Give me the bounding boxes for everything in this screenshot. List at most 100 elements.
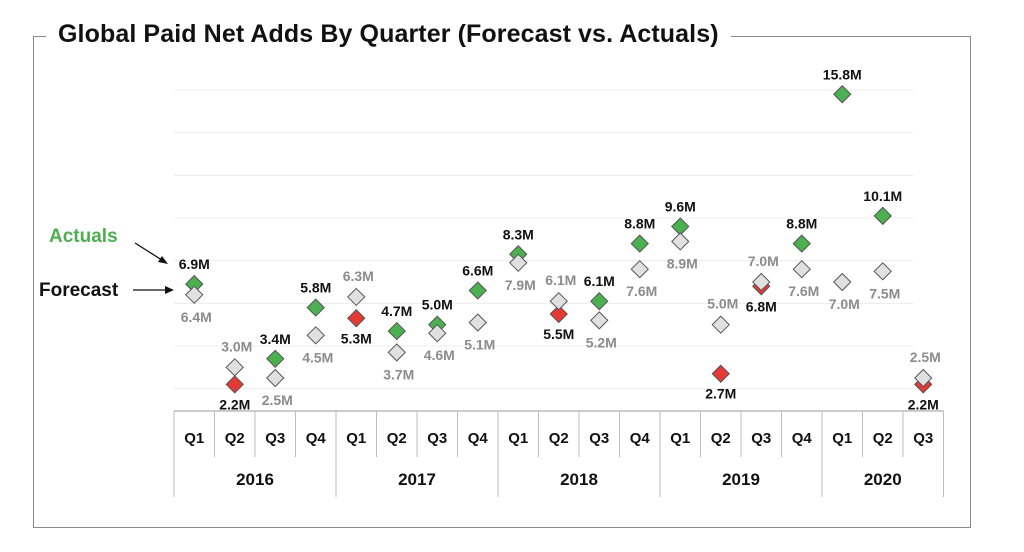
- forecast-value-label: 7.5M: [869, 285, 900, 301]
- forecast-point: [266, 368, 285, 388]
- forecast-point: [833, 272, 852, 292]
- actual-point: [387, 321, 406, 341]
- forecast-point: [590, 311, 609, 330]
- forecast-point: [752, 272, 771, 292]
- forecast-point: [873, 262, 892, 281]
- forecast-value-label: 2.5M: [910, 349, 941, 365]
- gridlines: [174, 89, 914, 390]
- actual-point: [468, 281, 487, 300]
- actual-point: [347, 309, 366, 328]
- actual-value-label: 6.1M: [584, 273, 615, 289]
- actual-point: [306, 298, 325, 317]
- forecast-point: [549, 291, 568, 311]
- actuals-arrowhead: [158, 256, 168, 264]
- actual-value-label: 2.2M: [908, 396, 939, 412]
- forecast-value-label: 6.1M: [545, 272, 576, 288]
- forecast-point: [711, 315, 730, 334]
- tick-label: Q4: [468, 430, 489, 447]
- forecast-value-label: 7.6M: [788, 283, 819, 299]
- tick-label: Q3: [589, 430, 609, 447]
- actual-value-label: 9.6M: [665, 199, 696, 215]
- legend-forecast-label: Forecast: [39, 280, 119, 301]
- actual-point: [833, 85, 852, 104]
- actual-value-label: 6.6M: [462, 263, 493, 279]
- forecast-point: [306, 326, 325, 345]
- actual-point: [590, 291, 609, 311]
- year-label: 2020: [864, 470, 902, 489]
- tick-label: Q4: [306, 430, 327, 447]
- year-label: 2017: [398, 470, 436, 489]
- forecast-point: [792, 259, 811, 279]
- legend-actuals-label: Actuals: [49, 226, 118, 247]
- tick-label: Q2: [873, 430, 893, 447]
- actual-point: [873, 206, 892, 226]
- legend: Actuals Forecast: [39, 226, 174, 301]
- chart-title: Global Paid Net Adds By Quarter (Forecas…: [46, 20, 731, 49]
- actual-value-label: 6.9M: [179, 256, 210, 272]
- forecast-value-label: 6.4M: [181, 309, 212, 325]
- forecast-value-label: 4.6M: [424, 347, 455, 363]
- actual-value-label: 2.7M: [705, 386, 736, 402]
- forecast-value-label: 7.0M: [829, 296, 860, 312]
- forecast-point: [185, 285, 204, 305]
- tick-label: Q2: [711, 430, 731, 447]
- forecast-point: [387, 343, 406, 362]
- actual-point: [792, 234, 811, 253]
- tick-label: Q2: [225, 430, 245, 447]
- tick-label: Q3: [751, 430, 771, 447]
- actual-point: [266, 349, 285, 369]
- x-axis: Q1 Q2 Q3 Q4 Q1 Q2 Q3 Q4 Q1 Q2 Q3 Q4 Q1 Q2 Q3 Q4 Q1 Q2 Q3 20…: [173, 410, 944, 497]
- tick-label: Q1: [670, 430, 690, 447]
- forecast-value-label: 2.5M: [262, 392, 293, 408]
- tick-label: Q4: [792, 430, 813, 447]
- tick-label: Q3: [265, 430, 285, 447]
- tick-label: Q1: [832, 430, 852, 447]
- actual-value-label: 3.4M: [260, 331, 291, 347]
- actual-value-label: 8.8M: [624, 216, 655, 232]
- forecast-value-label: 3.7M: [383, 366, 414, 382]
- forecast-point: [468, 313, 487, 332]
- forecast-value-label: 5.2M: [586, 334, 617, 350]
- year-label: 2019: [722, 470, 760, 489]
- forecast-point: [914, 368, 933, 388]
- year-label: 2018: [560, 470, 598, 489]
- actual-value-label: 8.3M: [503, 226, 534, 242]
- forecast-value-label: 7.0M: [748, 253, 779, 269]
- actual-value-label: 5.0M: [422, 297, 453, 313]
- tick-label: Q4: [630, 430, 651, 447]
- tick-label: Q3: [913, 430, 933, 447]
- forecast-point: [671, 232, 690, 251]
- forecast-value-label: 3.0M: [221, 338, 252, 354]
- forecast-point: [630, 259, 649, 279]
- forecast-arrowhead: [165, 286, 174, 294]
- actual-point: [711, 364, 730, 383]
- year-label: 2016: [236, 470, 274, 489]
- forecast-value-label: 7.6M: [626, 283, 657, 299]
- forecast-value-label: 4.5M: [302, 349, 333, 365]
- actual-value-label: 5.5M: [543, 326, 574, 342]
- actual-value-label: 5.3M: [341, 330, 372, 346]
- tick-label: Q1: [508, 430, 528, 447]
- actual-value-label: 4.7M: [381, 303, 412, 319]
- actual-value-label: 2.2M: [219, 396, 250, 412]
- forecast-value-label: 5.0M: [707, 296, 738, 312]
- forecast-value-label: 7.9M: [505, 277, 536, 293]
- forecast-value-label: 5.1M: [464, 337, 495, 353]
- forecast-value-label: 6.3M: [343, 268, 374, 284]
- tick-label: Q3: [427, 430, 447, 447]
- actual-point: [225, 375, 244, 394]
- forecast-point: [347, 287, 366, 307]
- forecast-point: [428, 323, 447, 343]
- actuals-arrow: [134, 242, 166, 263]
- forecast-point: [509, 253, 528, 273]
- data-marks: 6.9M 6.4M 2.2M 3.0M 3.4M 2.5M 5.8M 4.5M 5.3M 6.3M…: [179, 66, 941, 412]
- forecast-point: [225, 358, 244, 377]
- actual-point: [549, 304, 568, 324]
- actual-value-label: 5.8M: [300, 280, 331, 296]
- tick-label: Q1: [346, 430, 366, 447]
- tick-label: Q1: [184, 430, 204, 447]
- actual-value-label: 6.8M: [746, 298, 777, 314]
- actual-value-label: 15.8M: [823, 66, 862, 82]
- actual-value-label: 8.8M: [786, 216, 817, 232]
